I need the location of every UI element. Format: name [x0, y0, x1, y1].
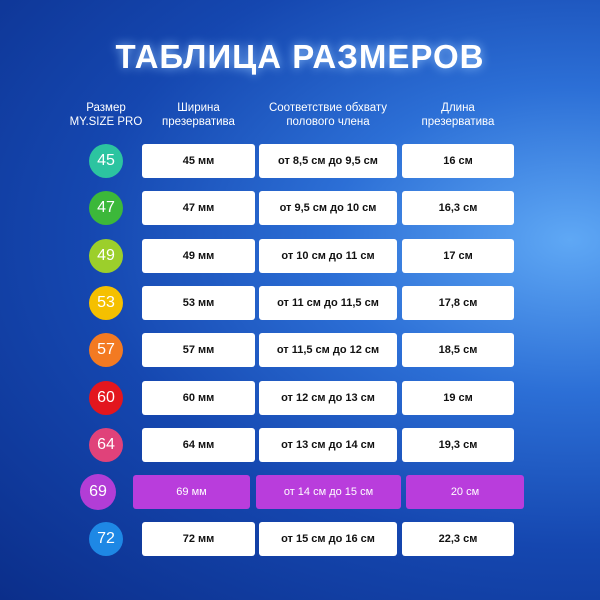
width-cell: 64 мм	[142, 427, 255, 462]
size-badge: 57	[89, 333, 123, 368]
table-row: 69 69 мм от 14 см до 15 см 20 см	[0, 474, 600, 511]
page-title: ТАБЛИЦА РАЗМЕРОВ	[115, 38, 485, 75]
header-width: Ширина презерватива	[142, 101, 255, 129]
size-badge: 45	[89, 144, 123, 178]
width-cell: 60 мм	[142, 380, 255, 415]
length-cell: 22,3 см	[402, 522, 514, 557]
width-cell: 47 мм	[142, 191, 255, 226]
table-row: 45 45 мм от 8,5 см до 9,5 см 16 см	[0, 144, 600, 178]
length-cell: 18,5 см	[402, 333, 514, 368]
length-cell: 17,8 см	[402, 285, 514, 320]
length-cell: 17 см	[402, 238, 514, 273]
table-row: 47 47 мм от 9,5 см до 10 см 16,3 см	[0, 191, 600, 226]
girth-cell: от 8,5 см до 9,5 см	[259, 144, 397, 178]
size-badge: 53	[89, 285, 123, 320]
table-row: 72 72 мм от 15 см до 16 см 22,3 см	[0, 522, 600, 557]
length-cell: 19 см	[402, 380, 514, 415]
header-size: Размер MY.SIZE PRO	[66, 101, 146, 129]
length-cell: 20 см	[406, 475, 524, 510]
girth-cell: от 9,5 см до 10 см	[259, 191, 397, 226]
length-cell: 16 см	[402, 144, 514, 178]
girth-cell: от 13 см до 14 см	[259, 427, 397, 462]
size-badge: 69	[80, 474, 116, 511]
size-badge: 64	[89, 427, 123, 462]
header-length: Длина презерватива	[402, 101, 514, 129]
size-badge: 49	[89, 238, 123, 273]
table-row: 60 60 мм от 12 см до 13 см 19 см	[0, 380, 600, 415]
header-girth: Соответствие обхвату полового члена	[255, 101, 401, 129]
width-cell: 69 мм	[133, 475, 250, 510]
table-row: 64 64 мм от 13 см до 14 см 19,3 см	[0, 427, 600, 462]
size-badge: 47	[89, 191, 123, 226]
width-cell: 49 мм	[142, 238, 255, 273]
header-width-text: Ширина презерватива	[162, 102, 235, 128]
girth-cell: от 14 см до 15 см	[256, 475, 401, 510]
width-cell: 45 мм	[142, 144, 255, 178]
length-cell: 19,3 см	[402, 427, 514, 462]
header-girth-text: Соответствие обхвату полового члена	[268, 102, 387, 128]
length-cell: 16,3 см	[402, 191, 514, 226]
table-row: 53 53 мм от 11 см до 11,5 см 17,8 см	[0, 285, 600, 320]
header-length-text: Длина презерватива	[421, 102, 495, 128]
width-cell: 57 мм	[142, 333, 255, 368]
size-badge: 72	[89, 522, 123, 557]
width-cell: 72 мм	[142, 522, 255, 557]
girth-cell: от 12 см до 13 см	[259, 380, 397, 415]
girth-cell: от 11 см до 11,5 см	[259, 285, 397, 320]
table-row: 49 49 мм от 10 см до 11 см 17 см	[0, 238, 600, 273]
header-size-text: Размер MY.SIZE PRO	[69, 102, 143, 128]
table-row: 57 57 мм от 11,5 см до 12 см 18,5 см	[0, 333, 600, 368]
girth-cell: от 15 см до 16 см	[259, 522, 397, 557]
size-badge: 60	[89, 380, 123, 415]
girth-cell: от 11,5 см до 12 см	[259, 333, 397, 368]
girth-cell: от 10 см до 11 см	[259, 238, 397, 273]
width-cell: 53 мм	[142, 285, 255, 320]
